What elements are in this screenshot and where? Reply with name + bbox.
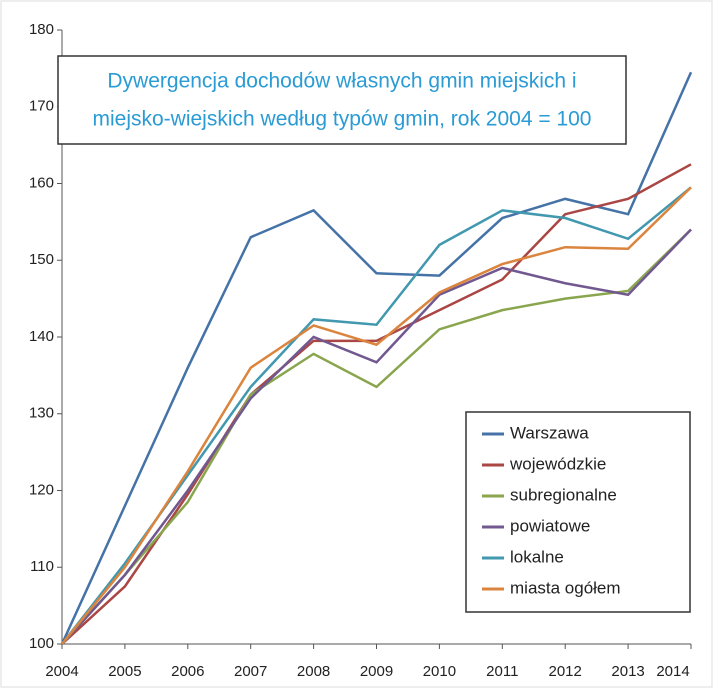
x-tick-label: 2009 xyxy=(360,663,393,680)
x-tick-label: 2006 xyxy=(171,663,204,680)
y-tick-label: 160 xyxy=(29,174,54,191)
y-tick-label: 100 xyxy=(29,635,54,652)
legend-label: lokalne xyxy=(510,547,564,566)
chart-title: Dywergencja dochodów własnych gmin miejs… xyxy=(107,70,576,93)
x-tick-label: 2007 xyxy=(234,663,267,680)
x-tick-label: 2011 xyxy=(486,663,518,680)
legend-label: subregionalne xyxy=(510,485,617,504)
legend-label: powiatowe xyxy=(510,516,590,535)
x-tick-label: 2012 xyxy=(549,663,582,680)
y-tick-label: 140 xyxy=(29,328,54,345)
series-line xyxy=(61,186,692,645)
x-tick-label: 2004 xyxy=(45,663,78,680)
x-tick-label: 2008 xyxy=(297,663,330,680)
series-line xyxy=(60,71,693,645)
x-tick-label: 2010 xyxy=(423,663,456,680)
series-line xyxy=(61,228,692,645)
title-box xyxy=(57,55,627,145)
y-tick-label: 120 xyxy=(29,481,54,498)
y-tick-label: 130 xyxy=(29,405,54,422)
y-tick-label: 150 xyxy=(29,251,54,268)
legend-label: Warszawa xyxy=(510,423,589,442)
y-tick-label: 170 xyxy=(29,98,54,115)
legend-box xyxy=(465,411,691,613)
y-tick-label: 180 xyxy=(29,21,54,38)
legend-label: wojewódzkie xyxy=(509,454,606,473)
series-line xyxy=(61,228,692,645)
legend-label: miasta ogółem xyxy=(510,578,621,597)
x-tick-label: 2005 xyxy=(108,663,141,680)
chart-title: miejsko-wiejskich według typów gmin, rok… xyxy=(93,108,592,131)
y-tick-label: 110 xyxy=(30,558,54,575)
x-tick-label: 2013 xyxy=(611,663,644,680)
x-tick-label: 2014 xyxy=(656,663,689,680)
